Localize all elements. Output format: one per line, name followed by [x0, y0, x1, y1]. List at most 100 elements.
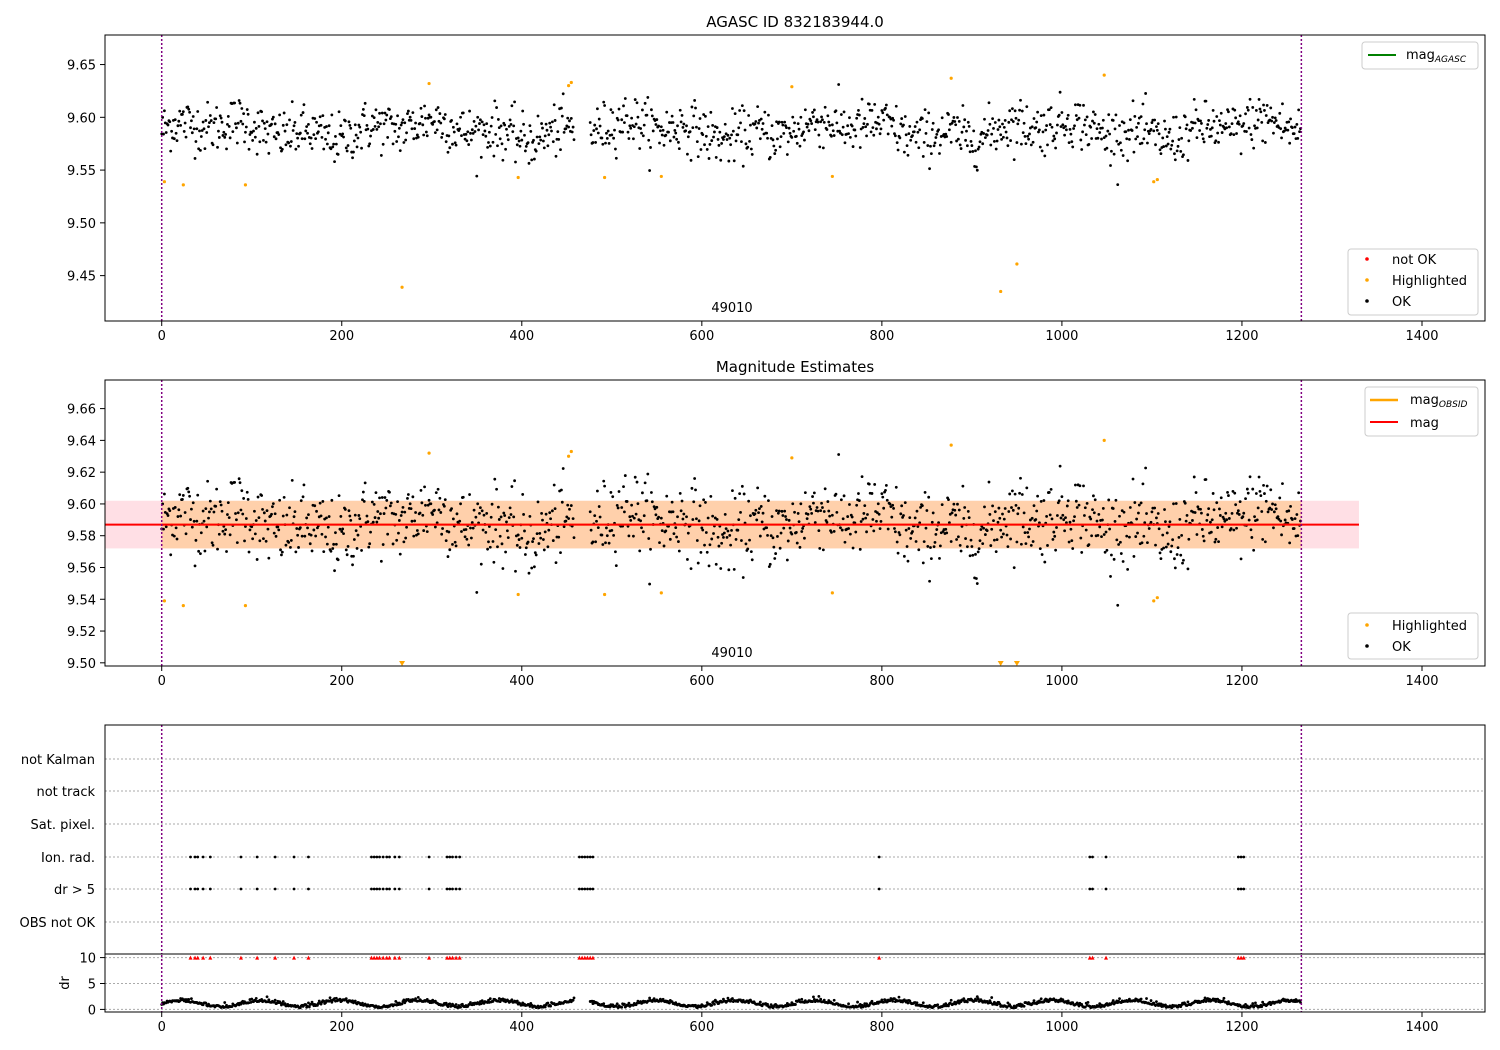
ok-point [436, 487, 440, 491]
dr-clipped-marker [1241, 955, 1246, 960]
ok-point [826, 114, 830, 118]
flag-point-ion-rad [1239, 855, 1243, 859]
ok-point [306, 526, 309, 530]
clipped-marker [1013, 661, 1020, 666]
ok-point [848, 503, 851, 506]
chart-title: AGASC ID 832183944.0 [706, 13, 884, 31]
flag-point-dr [193, 887, 197, 891]
ok-point [366, 127, 370, 131]
ok-point [478, 118, 482, 122]
ok-point [611, 495, 615, 499]
ok-point [256, 495, 260, 499]
ok-point [537, 542, 541, 545]
flag-point-ion-rad [273, 855, 277, 859]
ok-point [239, 508, 243, 512]
ok-point [512, 124, 516, 128]
dr-clipped-marker [369, 955, 374, 960]
ok-point [891, 503, 895, 507]
ok-point [571, 517, 575, 521]
ok-point [541, 538, 545, 541]
ok-point [1183, 115, 1187, 119]
ok-point [1079, 536, 1083, 540]
ok-point [357, 123, 361, 127]
ok-point [759, 117, 763, 121]
ok-point [614, 147, 617, 151]
ok-point [342, 532, 345, 536]
ok-point [858, 146, 862, 149]
ok-point [1263, 141, 1267, 144]
dr-point [891, 999, 895, 1003]
ok-point [695, 539, 699, 542]
ok-point [785, 558, 789, 562]
ok-point [559, 551, 562, 555]
ok-point [368, 142, 372, 146]
ok-point [776, 137, 779, 141]
ok-point [1216, 131, 1220, 135]
ok-point [1288, 141, 1292, 145]
ok-point [1016, 122, 1020, 126]
ok-point [1116, 603, 1120, 607]
ok-point [750, 153, 754, 156]
ok-point [966, 510, 970, 513]
ok-point [1069, 527, 1073, 531]
ok-point [982, 132, 985, 135]
ok-point [693, 477, 697, 480]
ok-point [454, 143, 458, 147]
ok-point [273, 122, 277, 126]
ok-point [507, 516, 511, 519]
ok-point [715, 517, 719, 521]
ok-point [748, 139, 751, 143]
ok-point [978, 539, 982, 543]
ok-point [1049, 487, 1053, 491]
dr-point [488, 997, 492, 1001]
ok-point [807, 129, 811, 133]
ok-point [818, 547, 822, 550]
ok-point [478, 511, 481, 515]
ok-point [1013, 109, 1017, 113]
ok-point [1227, 125, 1231, 129]
dr-point [766, 1002, 769, 1006]
ok-point [409, 119, 413, 122]
ok-point [1166, 542, 1170, 546]
y-tick-label: 9.52 [67, 625, 96, 640]
ok-point [552, 483, 556, 487]
ok-point [612, 136, 616, 140]
ok-point [933, 141, 937, 145]
ok-point [388, 490, 391, 494]
ok-point [560, 114, 564, 118]
ok-point [1040, 553, 1044, 556]
ok-point [1035, 509, 1039, 513]
ok-point [278, 498, 282, 502]
ok-point [1074, 103, 1077, 107]
ok-point [690, 486, 694, 490]
flag-point-dr [877, 887, 881, 891]
ok-point [977, 145, 981, 149]
ok-point [980, 524, 984, 528]
ok-point [308, 142, 312, 146]
ok-point [974, 149, 977, 153]
ok-point [826, 500, 830, 503]
ok-point [542, 548, 546, 552]
dr-clipped-marker [306, 955, 311, 960]
highlighted-point [243, 183, 248, 187]
ok-point [343, 119, 347, 123]
dr-point [794, 1003, 797, 1006]
ok-point [596, 131, 600, 135]
ok-point [907, 527, 911, 530]
ok-point [541, 139, 545, 143]
ok-point [178, 493, 182, 497]
ok-point [1075, 506, 1079, 509]
ok-point [810, 122, 814, 125]
ok-point [767, 565, 771, 569]
flag-point-ion-rad [1104, 855, 1108, 859]
ok-point [677, 549, 681, 553]
ok-point [217, 136, 221, 139]
ok-point [929, 557, 933, 561]
ok-point [966, 120, 970, 124]
ok-point [245, 108, 249, 111]
ok-point [1230, 511, 1234, 515]
ok-point [635, 101, 639, 105]
ok-point [477, 128, 480, 132]
ok-point [1120, 509, 1124, 513]
ok-point [532, 138, 535, 142]
